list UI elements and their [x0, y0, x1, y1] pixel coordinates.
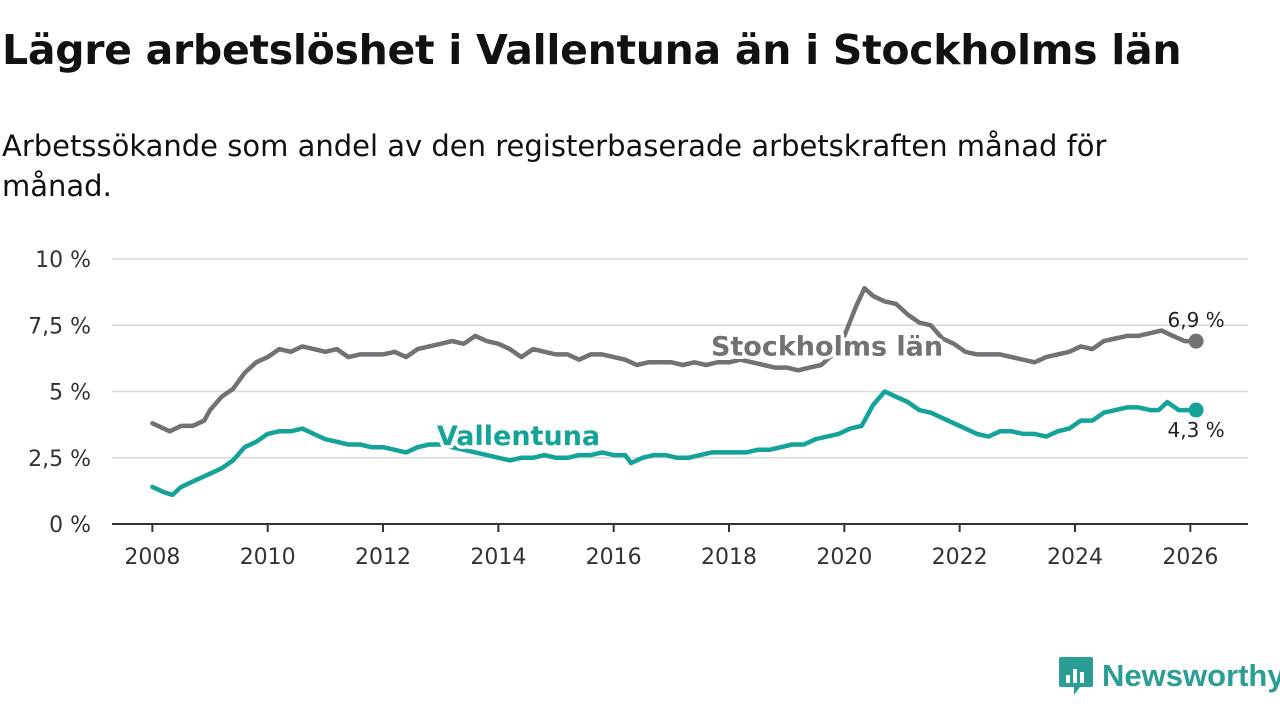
chart-title: Lägre arbetslöshet i Vallentuna än i Sto…	[2, 26, 1182, 74]
x-tick-label: 2022	[932, 545, 988, 570]
x-tick-label: 2014	[470, 545, 526, 570]
end-marker-vallentuna	[1188, 402, 1204, 418]
x-tick-label: 2018	[701, 545, 757, 570]
y-axis-ticks: 0 % 2,5 % 5 % 7,5 % 10 %	[28, 248, 91, 538]
x-tick-label: 2010	[240, 545, 296, 570]
x-tick-label: 2012	[355, 545, 411, 570]
chart-subtitle: Arbetssökande som andel av den registerb…	[2, 129, 1107, 203]
y-tick-label: 2,5 %	[28, 447, 91, 472]
x-tick-label: 2020	[816, 545, 872, 570]
y-tick-label: 5 %	[49, 381, 91, 406]
newsworthy-brand[interactable]: Newsworthy	[1058, 654, 1280, 698]
y-tick-label: 10 %	[35, 248, 91, 273]
brand-name: Newsworthy	[1102, 658, 1280, 693]
x-axis: 2008 2010 2012 2014 2016 2018 2020 2022 2024 2026	[112, 523, 1248, 570]
gridlines	[112, 258, 1248, 459]
x-tick-label: 2008	[124, 545, 180, 570]
end-marker-stockholms-ln	[1188, 333, 1204, 349]
x-tick-label: 2026	[1162, 545, 1218, 570]
series-lines: 6,9 % 4,3 %	[150, 285, 1225, 498]
series-name-label-stockholms-ln: Stockholms län	[711, 332, 943, 363]
x-tick-label: 2016	[586, 545, 642, 570]
series-name-label-vallentuna: Vallentuna	[437, 421, 600, 452]
end-value-label-vallentuna: 4,3 %	[1168, 418, 1225, 442]
end-value-label-stockholms-ln: 6,9 %	[1168, 308, 1225, 332]
y-tick-label: 7,5 %	[28, 314, 91, 339]
y-tick-label: 0 %	[49, 513, 91, 538]
newsworthy-logo-icon	[1059, 657, 1093, 695]
series-line-stockholms-ln	[150, 285, 1199, 434]
x-tick-label: 2024	[1047, 545, 1103, 570]
line-chart: 0 % 2,5 % 5 % 7,5 % 10 % 2008 2010 2012 2014 201…	[28, 248, 1248, 570]
series-line-vallentuna	[150, 389, 1199, 498]
series-labels: Stockholms län Vallentuna	[433, 328, 946, 455]
